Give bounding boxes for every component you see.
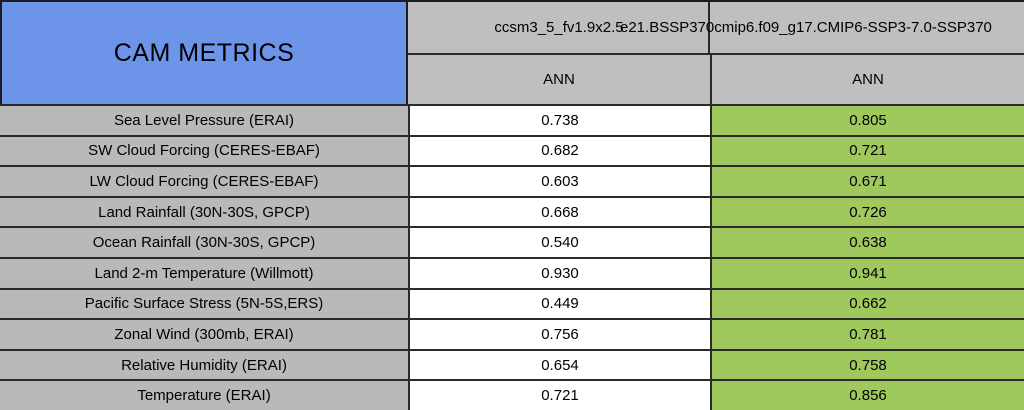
- season-header-row: ANN ANN: [408, 53, 1024, 104]
- metric-label-cell[interactable]: SW Cloud Forcing (CERES-EBAF): [0, 136, 408, 166]
- metric-label-cell[interactable]: Ocean Rainfall (30N-30S, GPCP): [0, 228, 408, 257]
- model2-value-cell[interactable]: 0.856: [710, 381, 1024, 410]
- model2-value-cell[interactable]: 0.941: [710, 258, 1024, 288]
- model1-value-cell[interactable]: 0.540: [408, 228, 710, 257]
- metric-label-cell[interactable]: LW Cloud Forcing (CERES-EBAF): [0, 167, 408, 196]
- model2-value-cell[interactable]: 0.662: [710, 289, 1024, 319]
- table-row: Sea Level Pressure (ERAI) 0.738 0.805: [0, 104, 1024, 135]
- model2-value-cell[interactable]: 0.721: [710, 136, 1024, 166]
- table-row: Zonal Wind (300mb, ERAI) 0.756 0.781: [0, 318, 1024, 349]
- model1-value-cell[interactable]: 0.756: [408, 320, 710, 349]
- table-title-cell[interactable]: CAM METRICS: [0, 2, 408, 104]
- model-name-row: ccsm3_5_fv1.9x2.5 e21.BSSP370cmip6.f09_g…: [408, 2, 1024, 53]
- table-row: Temperature (ERAI) 0.721 0.856: [0, 379, 1024, 410]
- model1-value-cell[interactable]: 0.682: [408, 136, 710, 166]
- model1-value-cell[interactable]: 0.721: [408, 381, 710, 410]
- metric-label-cell[interactable]: Zonal Wind (300mb, ERAI): [0, 320, 408, 349]
- model-name-cell-2[interactable]: e21.BSSP370cmip6.f09_g17.CMIP6-SSP3-7.0-…: [620, 19, 992, 36]
- model2-value-cell[interactable]: 0.758: [710, 350, 1024, 380]
- metric-label-cell[interactable]: Land 2-m Temperature (Willmott): [0, 258, 408, 288]
- model1-value-cell[interactable]: 0.603: [408, 167, 710, 196]
- model1-value-cell[interactable]: 0.738: [408, 106, 710, 135]
- model-name-cell-1[interactable]: ccsm3_5_fv1.9x2.5: [494, 19, 624, 36]
- metric-label-cell[interactable]: Temperature (ERAI): [0, 381, 408, 410]
- metric-label-cell[interactable]: Relative Humidity (ERAI): [0, 350, 408, 380]
- model1-value-cell[interactable]: 0.654: [408, 350, 710, 380]
- table-row: LW Cloud Forcing (CERES-EBAF) 0.603 0.67…: [0, 165, 1024, 196]
- model2-value-cell[interactable]: 0.781: [710, 320, 1024, 349]
- model2-value-cell[interactable]: 0.671: [710, 167, 1024, 196]
- metric-rows: Sea Level Pressure (ERAI) 0.738 0.805 SW…: [0, 104, 1024, 410]
- model-header-area: ccsm3_5_fv1.9x2.5 e21.BSSP370cmip6.f09_g…: [408, 2, 1024, 104]
- table-row: Pacific Surface Stress (5N-5S,ERS) 0.449…: [0, 287, 1024, 319]
- table-row: Ocean Rainfall (30N-30S, GPCP) 0.540 0.6…: [0, 226, 1024, 257]
- column-divider: [708, 2, 710, 53]
- metric-label-cell[interactable]: Pacific Surface Stress (5N-5S,ERS): [0, 289, 408, 319]
- model1-value-cell[interactable]: 0.449: [408, 289, 710, 319]
- table-row: Relative Humidity (ERAI) 0.654 0.758: [0, 348, 1024, 380]
- model2-value-cell[interactable]: 0.638: [710, 228, 1024, 257]
- table-row: SW Cloud Forcing (CERES-EBAF) 0.682 0.72…: [0, 134, 1024, 166]
- metric-label-cell[interactable]: Sea Level Pressure (ERAI): [0, 106, 408, 135]
- model2-value-cell[interactable]: 0.726: [710, 197, 1024, 227]
- model2-value-cell[interactable]: 0.805: [710, 106, 1024, 135]
- metric-label-cell[interactable]: Land Rainfall (30N-30S, GPCP): [0, 197, 408, 227]
- model1-value-cell[interactable]: 0.668: [408, 197, 710, 227]
- table-row: Land 2-m Temperature (Willmott) 0.930 0.…: [0, 256, 1024, 288]
- season-header-cell-1[interactable]: ANN: [543, 71, 575, 88]
- table-header: CAM METRICS ccsm3_5_fv1.9x2.5 e21.BSSP37…: [0, 2, 1024, 104]
- model1-value-cell[interactable]: 0.930: [408, 258, 710, 288]
- season-header-cell-2[interactable]: ANN: [710, 55, 1024, 104]
- table-row: Land Rainfall (30N-30S, GPCP) 0.668 0.72…: [0, 195, 1024, 227]
